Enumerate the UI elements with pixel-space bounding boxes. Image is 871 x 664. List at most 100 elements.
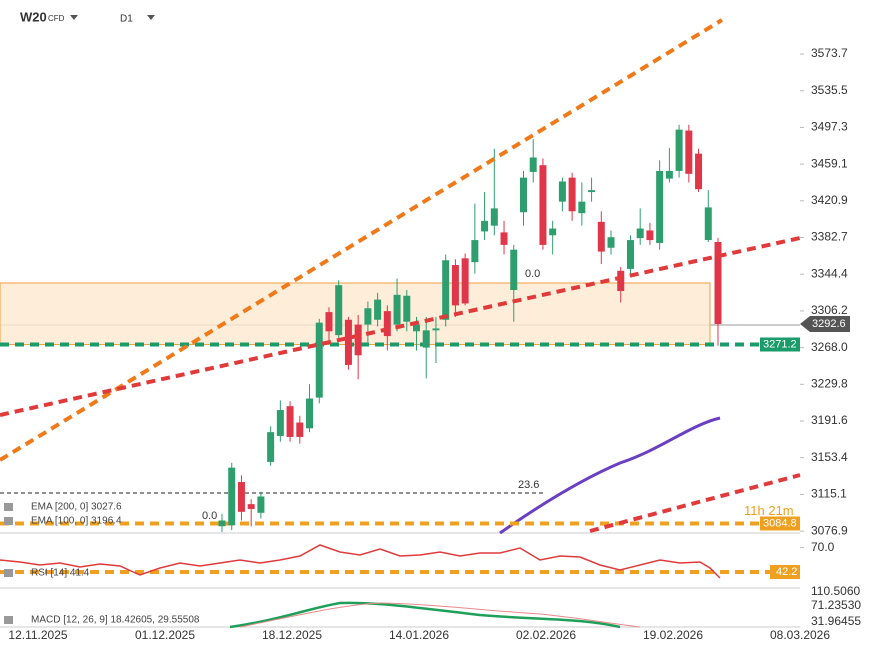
y-tick-label: 3115.1 <box>811 487 847 501</box>
candle-body <box>344 319 352 365</box>
candle-body <box>247 504 255 509</box>
y-tick-label: 3306.2 <box>811 303 848 317</box>
rsi-line <box>0 544 721 579</box>
candle-body <box>568 177 576 212</box>
candle-body <box>276 410 284 436</box>
annotation: 0.0 <box>525 268 540 280</box>
candle-body <box>529 157 537 172</box>
candle-body <box>646 230 654 241</box>
candle-body <box>578 201 586 214</box>
x-tick-label: 14.01.2026 <box>389 628 449 642</box>
y-tick-label: 3229.8 <box>811 376 848 390</box>
trend-line <box>589 473 801 533</box>
candle-body <box>374 299 382 320</box>
trend-line <box>0 236 801 417</box>
candle-body <box>422 330 430 348</box>
x-tick-label: 02.02.2026 <box>516 628 576 642</box>
y-tick-label: 3344.4 <box>811 266 848 280</box>
candle-body <box>335 285 343 336</box>
candle-body <box>237 482 245 512</box>
macd-tick-label: 31.96455 <box>811 614 861 628</box>
ema-line <box>499 416 721 535</box>
candle-body <box>257 496 265 513</box>
instrument: CFD <box>48 14 65 23</box>
macd-tick-label: 110.5060 <box>811 584 860 598</box>
annotation: 0.0 <box>202 510 217 522</box>
indicator-icon <box>4 517 13 525</box>
signal-line <box>239 602 641 628</box>
y-tick-label: 3191.6 <box>811 413 848 427</box>
rsi-level-tag <box>770 565 800 580</box>
x-tick-label: 18.12.2025 <box>262 628 322 642</box>
drawings <box>0 18 801 629</box>
dropdown-caret[interactable] <box>147 15 155 20</box>
candle-body <box>675 129 683 171</box>
candle-body <box>325 312 333 332</box>
annotation: 23.6 <box>518 479 539 491</box>
x-tick-label: 19.02.2026 <box>643 628 703 642</box>
candle-body <box>558 181 566 202</box>
candle-body <box>704 207 712 241</box>
level-tag <box>760 516 800 531</box>
x-tick-label: 01.12.2025 <box>135 628 195 642</box>
candle-body <box>267 432 275 462</box>
y-tick-label: 3076.9 <box>811 523 848 537</box>
candle-body <box>364 308 372 325</box>
candle-body <box>490 208 498 226</box>
candle-body <box>383 311 391 337</box>
y-tick-label: 3382.7 <box>811 230 848 244</box>
candle-body <box>461 258 469 304</box>
candle-body <box>403 295 411 322</box>
rsi-tick-label: 70.0 <box>811 540 835 554</box>
candle-body <box>656 170 664 243</box>
timeframe[interactable]: D1 <box>120 14 133 25</box>
indicator-label: RSI [14] 41.4 <box>31 568 90 579</box>
candle-body <box>315 322 323 398</box>
indicator-label: EMA [200, 0] 3027.6 <box>31 502 122 513</box>
candle-body <box>500 232 508 245</box>
indicator-icon <box>4 616 13 624</box>
candle-body <box>519 177 527 213</box>
candle-body <box>626 240 634 269</box>
labels: 3573.7 3535.5 3497.3 3459.1 3420.9 3382.7 3344… <box>4 46 861 642</box>
y-tick-label: 3459.1 <box>811 156 848 170</box>
symbol[interactable]: W20 <box>20 9 47 24</box>
last-price-label: 3292.6 <box>812 318 846 330</box>
candle-body <box>228 467 236 526</box>
last-price-tag <box>800 316 850 333</box>
candle-body <box>442 260 450 320</box>
indicator-label: MACD [12, 26, 9] 18.42605, 29.55508 <box>31 615 200 626</box>
candle-body <box>471 240 479 263</box>
candle-body <box>296 422 304 437</box>
candle-body <box>481 220 489 232</box>
y-tick-label: 3573.7 <box>811 46 848 60</box>
candles <box>218 124 722 532</box>
y-tick-label: 3268.0 <box>811 340 848 354</box>
candle-body <box>636 228 644 239</box>
candle-body <box>597 221 605 252</box>
dropdown-caret[interactable] <box>70 15 78 20</box>
candle-body <box>286 406 294 437</box>
indicator-icon <box>4 503 13 511</box>
indicator-label: EMA [100, 0] 3196.4 <box>31 516 122 527</box>
candle-body <box>393 294 401 325</box>
rsi-level-label: 42.2 <box>776 566 797 578</box>
candle-body <box>549 228 557 236</box>
level-label: 3084.8 <box>763 517 797 529</box>
candle-body <box>451 265 459 306</box>
candle-body <box>695 153 703 190</box>
x-tick-label: 12.11.2025 <box>8 628 67 642</box>
support-tag <box>760 337 800 352</box>
candle-body <box>539 165 547 245</box>
y-tick-label: 3420.9 <box>811 193 848 207</box>
countdown: 11h 21m <box>744 503 794 518</box>
macd-line <box>229 601 621 629</box>
candle-body <box>413 324 421 332</box>
candle-body <box>665 170 673 179</box>
candle-body <box>617 270 625 291</box>
candle-body <box>588 190 596 193</box>
y-tick-label: 3153.4 <box>811 450 848 464</box>
candle-body <box>354 324 362 356</box>
candle-body <box>218 520 226 527</box>
